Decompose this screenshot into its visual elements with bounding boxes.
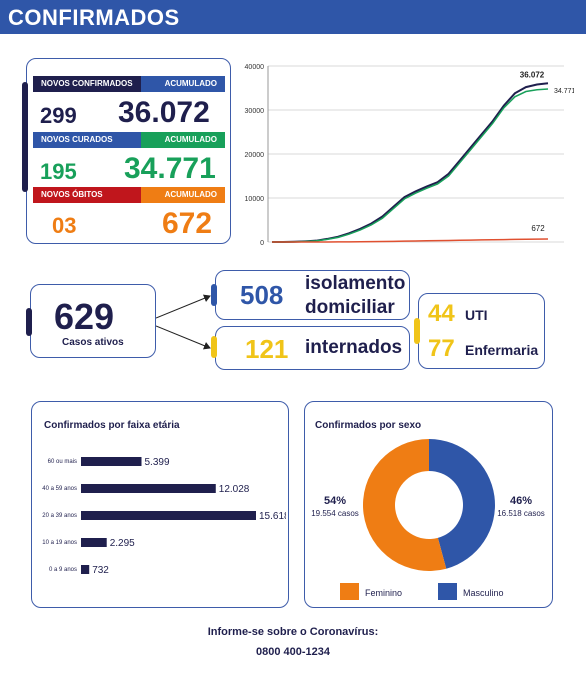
donut-slice-feminino: [362, 439, 447, 571]
novos-obitos-value: 03: [52, 213, 77, 238]
y-tick-label: 30000: [245, 108, 265, 115]
legend-swatch-feminino: [340, 583, 359, 600]
masculino-count: 16.518 casos: [497, 509, 545, 518]
enfermaria-value: 77: [428, 335, 455, 362]
series-end-label-1: 34.771: [554, 88, 574, 95]
age-value-label: 12.028: [219, 484, 250, 495]
arrows: [156, 294, 211, 350]
internados-label: internados: [305, 337, 403, 358]
novos-obitos-header: NOVOS ÓBITOS: [33, 187, 141, 203]
active-cases-label: Casos ativos: [62, 337, 124, 348]
age-category-label: 10 a 19 anos: [42, 540, 77, 546]
novos-curados-header: NOVOS CURADOS: [33, 132, 141, 148]
novos-confirmados-label: NOVOS CONFIRMADOS: [41, 79, 133, 88]
footer-line-1: Informe-se sobre o Coronavírus:: [207, 626, 379, 638]
isolamento-tab: [211, 284, 217, 306]
age-value-label: 15.618: [259, 511, 286, 522]
age-bar: [81, 565, 90, 574]
acumulado-label: ACUMULADO: [164, 190, 217, 199]
age-value-label: 5.399: [144, 457, 169, 468]
masculino-percent: 46%: [510, 495, 532, 507]
y-tick-label: 20000: [245, 152, 265, 159]
y-tick-label: 0: [260, 240, 264, 247]
legend-label-feminino: Feminino: [365, 588, 402, 598]
isolamento-label-1: isolamento: [305, 273, 406, 294]
uti-value: 44: [428, 300, 455, 327]
series-end-label-0: 36.072: [520, 70, 545, 79]
internados-card: [215, 326, 410, 370]
donut-slice-masculino: [429, 439, 495, 569]
enfermaria-label: Enfermaria: [465, 342, 539, 358]
isolamento-value: 508: [240, 280, 284, 310]
age-bar: [81, 457, 142, 466]
age-category-label: 20 a 39 anos: [42, 513, 77, 519]
internados-value: 121: [245, 334, 289, 364]
series-line-2: [272, 238, 549, 243]
obitos-acumulado-value: 672: [162, 207, 213, 240]
series-end-label-2: 672: [531, 224, 545, 233]
age-category-label: 0 a 9 anos: [49, 567, 77, 573]
age-chart-card: [31, 401, 289, 608]
age-value-label: 2.295: [110, 538, 135, 549]
series-line-1: [272, 88, 549, 243]
novos-curados-value: 195: [40, 159, 77, 184]
y-tick-label: 10000: [245, 196, 265, 203]
header-bar: CONFIRMADOS: [0, 0, 586, 34]
age-category-label: 60 ou mais: [48, 459, 77, 465]
curados-acumulado-value: 34.771: [124, 152, 216, 185]
internados-tab: [211, 336, 217, 358]
novos-confirmados-value: 299: [40, 103, 77, 128]
active-cases-card: [30, 284, 156, 358]
age-chart-title: Confirmados por faixa etária: [44, 420, 180, 431]
legend-label-masculino: Masculino: [463, 588, 504, 598]
novos-obitos-label: NOVOS ÓBITOS: [41, 190, 103, 199]
curados-acumulado-header: ACUMULADO: [141, 132, 225, 148]
acumulado-label: ACUMULADO: [164, 135, 217, 144]
age-category-label: 40 a 59 anos: [42, 486, 77, 492]
novos-confirmados-header: NOVOS CONFIRMADOS: [33, 76, 141, 92]
y-tick-label: 40000: [245, 64, 265, 71]
arrow-to-internados: [156, 325, 211, 350]
confirmados-acumulado-header: ACUMULADO: [141, 76, 225, 92]
uti-label: UTI: [465, 307, 488, 323]
hospital-card: [418, 293, 545, 369]
sex-chart-title: Confirmados por sexo: [315, 420, 422, 431]
isolamento-card: [215, 270, 410, 320]
age-bar-chart: 60 ou mais 5.399 40 a 59 anos 12.028 20 a 39…: [42, 457, 286, 576]
isolamento-label-2: domiciliar: [305, 297, 395, 318]
novos-curados-label: NOVOS CURADOS: [41, 135, 113, 144]
line-chart: 40000 30000 20000 10000 0 36.072 34.771 672: [245, 64, 574, 247]
active-cases-value: 629: [54, 296, 115, 337]
series-line-0: [272, 82, 549, 243]
age-value-label: 732: [92, 565, 109, 576]
page-title: CONFIRMADOS: [8, 5, 180, 30]
confirmados-acumulado-value: 36.072: [118, 96, 210, 129]
obitos-acumulado-header: ACUMULADO: [141, 187, 225, 203]
hospital-tab: [414, 318, 420, 344]
age-bar: [81, 511, 256, 520]
sex-donut-chart: 54% 19.554 casos 46% 16.518 casos Feminino Ma…: [311, 439, 545, 600]
age-bar: [81, 484, 216, 493]
active-cases-tab: [26, 308, 32, 336]
legend-swatch-masculino: [438, 583, 457, 600]
summary-card-tab: [22, 82, 28, 192]
feminino-count: 19.554 casos: [311, 509, 359, 518]
feminino-percent: 54%: [324, 495, 346, 507]
footer-phone: 0800 400-1234: [255, 646, 330, 658]
sex-chart-card: [304, 401, 553, 608]
arrow-to-isolamento: [156, 294, 211, 319]
acumulado-label: ACUMULADO: [164, 79, 217, 88]
age-bar: [81, 538, 107, 547]
